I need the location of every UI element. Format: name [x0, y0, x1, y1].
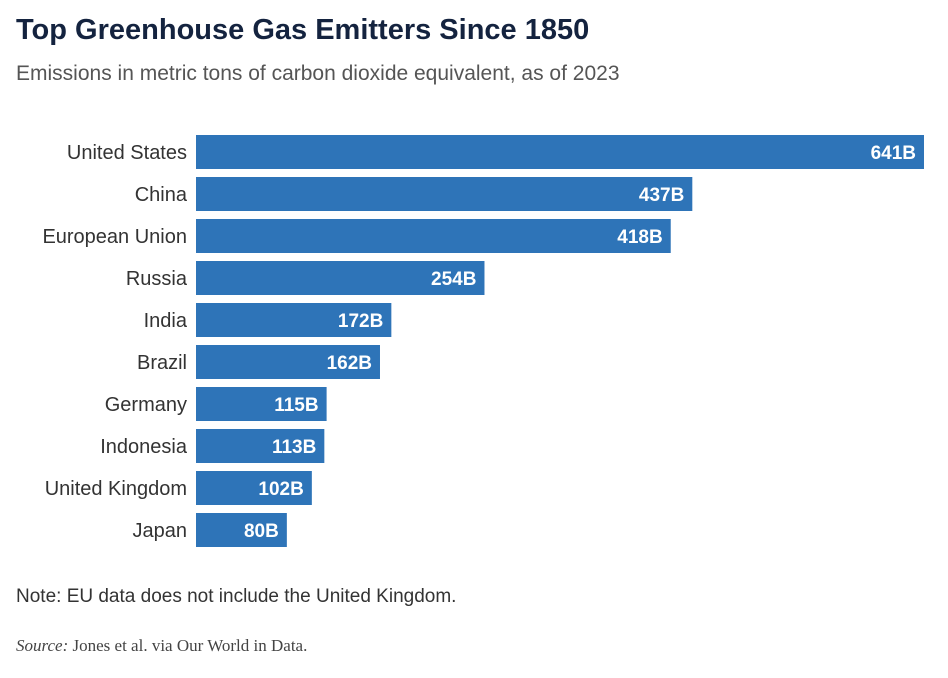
bar-brazil: [196, 345, 380, 379]
bar-chart: United States 641B China 437B European Union…: [42, 135, 924, 547]
category-label: Germany: [105, 394, 187, 416]
bar-russia: [196, 261, 485, 295]
bar-indonesia: [196, 429, 325, 463]
bar-united-kingdom: [196, 471, 312, 505]
value-label: 437B: [639, 185, 684, 206]
value-label: 80B: [244, 521, 279, 542]
bar-united-states: [196, 135, 924, 169]
bar-germany: [196, 387, 327, 421]
value-label: 172B: [338, 311, 383, 332]
bar-japan: [196, 513, 287, 547]
bar-european-union: [196, 219, 671, 253]
value-label: 115B: [274, 395, 318, 416]
value-label: 641B: [871, 143, 916, 164]
bar-china: [196, 177, 693, 211]
chart-note: Note: EU data does not include the Unite…: [16, 586, 457, 607]
value-label: 254B: [431, 269, 476, 290]
category-label: Brazil: [137, 352, 187, 374]
category-label: United States: [67, 142, 187, 164]
chart-source: Source: Jones et al. via Our World in Da…: [16, 636, 307, 656]
chart-title: Top Greenhouse Gas Emitters Since 1850: [16, 14, 590, 46]
chart-subtitle: Emissions in metric tons of carbon dioxi…: [16, 62, 620, 85]
value-label: 102B: [258, 479, 303, 500]
category-label: Russia: [126, 268, 188, 290]
source-label: Source:: [16, 636, 69, 655]
value-label: 418B: [617, 227, 662, 248]
category-label: Japan: [133, 520, 188, 542]
value-label: 113B: [272, 437, 316, 458]
category-label: Indonesia: [100, 436, 188, 458]
bar-india: [196, 303, 392, 337]
category-label: China: [135, 184, 188, 206]
category-label: India: [144, 310, 188, 332]
category-label: United Kingdom: [45, 478, 187, 500]
source-text: Jones et al. via Our World in Data.: [68, 636, 308, 655]
value-label: 162B: [327, 353, 372, 374]
category-label: European Union: [42, 226, 187, 248]
